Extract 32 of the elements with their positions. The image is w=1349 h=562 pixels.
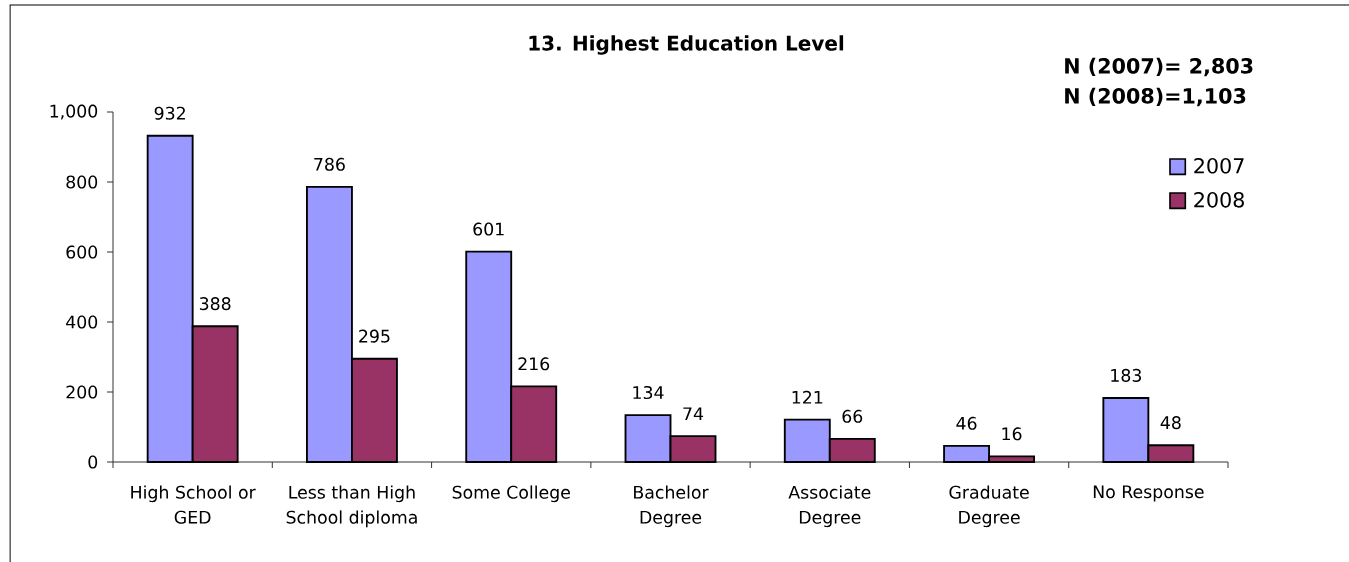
- x-tick-label: Less than High School diploma: [286, 485, 417, 528]
- data-label: 134: [633, 385, 664, 400]
- data-label: 74: [683, 407, 704, 421]
- y-tick-label: 200: [66, 385, 98, 399]
- data-label: 932: [154, 106, 185, 120]
- text: N (2008)=1,103: [1065, 87, 1246, 107]
- data-label: 295: [359, 329, 390, 343]
- x-tick-label: Bachelor Degree: [634, 485, 709, 528]
- data-label: 388: [199, 297, 231, 311]
- y-tick-label: 600: [66, 245, 98, 259]
- data-label: 46: [956, 416, 977, 430]
- data-label: 183: [1111, 368, 1142, 382]
- y-tick-label: 0: [88, 455, 98, 469]
- chart-title: 13. Highest Education Level: [529, 35, 844, 55]
- x-tick-label: Associate Degree: [788, 485, 871, 528]
- data-label: 786: [314, 157, 345, 171]
- x-tick-label: No Response: [1093, 485, 1204, 502]
- data-label: 121: [792, 390, 823, 404]
- data-label: 601: [473, 222, 504, 236]
- y-tick-label: 400: [66, 315, 98, 329]
- x-tick-label: High School or GED: [131, 485, 256, 524]
- data-label: 216: [518, 357, 550, 371]
- text: N (2007)= 2,803: [1065, 57, 1253, 77]
- x-tick-label: Some College: [452, 485, 570, 503]
- y-tick-label: 800: [66, 175, 98, 189]
- data-label: 16: [1002, 427, 1022, 441]
- x-tick-label: Graduate Degree: [949, 485, 1029, 528]
- data-label: 66: [842, 409, 863, 423]
- data-label: 48: [1160, 416, 1181, 430]
- y-tick-label: 1,000: [50, 104, 98, 120]
- legend-label: 2008: [1194, 192, 1244, 208]
- legend-label: 2007: [1194, 158, 1244, 174]
